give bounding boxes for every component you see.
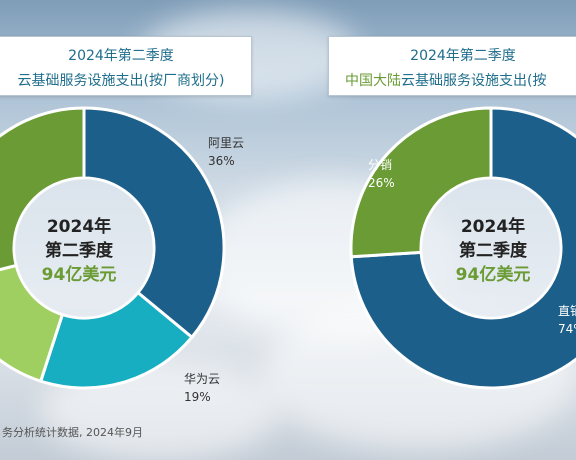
center-line-year: 2024年 xyxy=(46,217,112,237)
slice-value: 19% xyxy=(184,390,211,404)
donut-slice-3 xyxy=(0,106,86,272)
slice-value: 74% xyxy=(558,322,576,336)
chart-subtitle-highlight: 中国大陆 xyxy=(345,73,401,89)
chart-subtitle: 云基础服务设施支出(按厂商划分) xyxy=(17,73,225,89)
donut-slice-0 xyxy=(349,106,576,390)
slice-label-distribution: 分销 26% xyxy=(368,156,395,192)
center-line-amount: 94亿美元 xyxy=(41,265,117,285)
center-line-year: 2024年 xyxy=(460,217,526,237)
slice-label-direct: 直销 74% xyxy=(558,302,576,338)
slice-label-huawei: 华为云 19% xyxy=(184,370,220,406)
chart-title: 2024年第二季度 xyxy=(68,48,174,64)
donut-center-right: 2024年 第二季度 94亿美元 xyxy=(443,215,543,287)
chart-title-box-left: 2024年第二季度 云基础服务设施支出(按厂商划分) xyxy=(0,36,252,96)
slice-name: 分销 xyxy=(368,158,393,172)
donut-slice-0 xyxy=(82,106,226,340)
donut-slice-1 xyxy=(38,290,194,390)
chart-subtitle-rest: 云基础服务设施支出(按 xyxy=(401,73,547,89)
center-line-quarter: 第二季度 xyxy=(459,241,527,261)
chart-title: 2024年第二季度 xyxy=(410,48,516,64)
slice-name: 直销 xyxy=(558,304,576,318)
source-note: 务分析统计数据, 2024年9月 xyxy=(2,426,143,439)
donut-center-left: 2024年 第二季度 94亿美元 xyxy=(34,215,124,287)
slice-value: 36% xyxy=(208,154,235,168)
slice-name: 华为云 xyxy=(184,372,221,386)
center-line-amount: 94亿美元 xyxy=(455,265,531,285)
donut-hole xyxy=(422,179,560,317)
chart-title-box-right: 2024年第二季度 中国大陆云基础服务设施支出(按 xyxy=(328,36,576,96)
slice-name: 阿里云 xyxy=(208,136,245,150)
chart-subtitle: 中国大陆云基础服务设施支出(按 xyxy=(329,70,576,90)
donut-slice-2 xyxy=(0,263,65,384)
slice-label-alibaba: 阿里云 36% xyxy=(208,134,244,170)
donut-hole xyxy=(15,179,153,317)
center-line-quarter: 第二季度 xyxy=(45,241,113,261)
slice-value: 26% xyxy=(368,176,395,190)
donut-slice-1 xyxy=(349,106,493,259)
